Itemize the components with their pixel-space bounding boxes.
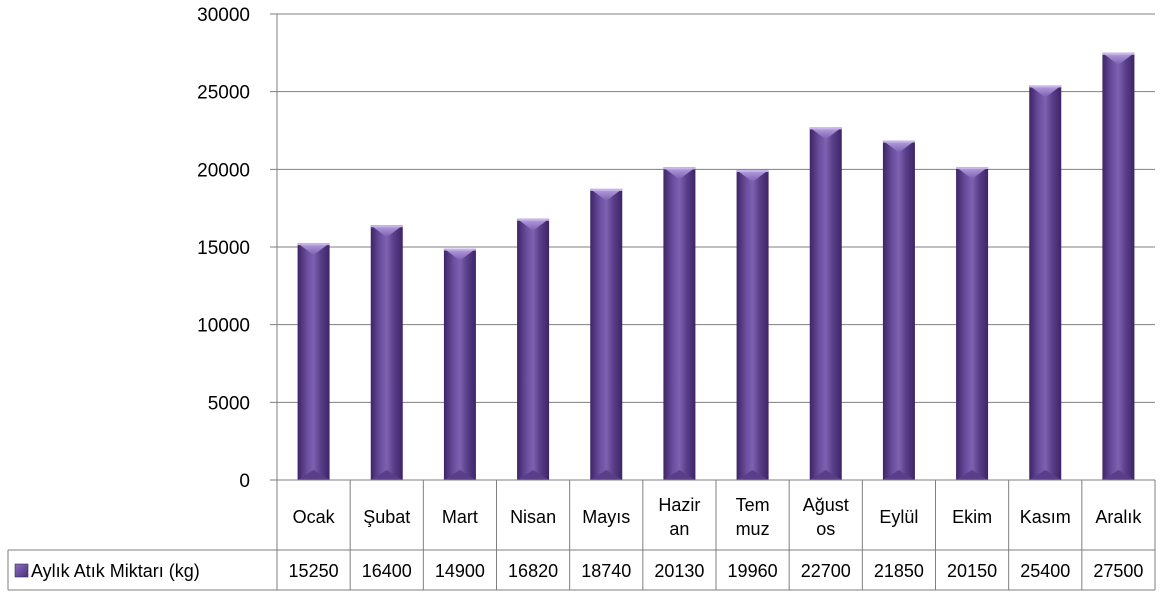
category-label: Eylül (879, 507, 918, 527)
gridlines (270, 13, 1155, 481)
bar-top-edge (590, 188, 623, 191)
bar-cap (297, 243, 330, 256)
bar-body (370, 225, 403, 480)
bars (297, 52, 1135, 481)
data-value-label: 16400 (362, 561, 412, 581)
data-value-label: 20130 (654, 561, 704, 581)
category-label: Hazir an (658, 495, 700, 539)
bar (370, 225, 403, 480)
y-tick-label: 25000 (197, 83, 250, 104)
bar-body (809, 127, 842, 480)
data-value-label: 19960 (728, 561, 778, 581)
bar (663, 167, 696, 480)
category-label: Ağust os (803, 495, 849, 539)
category-label: Mart (442, 507, 478, 527)
bar-body (663, 167, 696, 480)
category-label: Nisan (510, 507, 556, 527)
bar-base (517, 470, 550, 480)
bar-cap (517, 218, 550, 231)
bar-top-edge (882, 140, 915, 143)
bar-body (882, 140, 915, 480)
legend-swatch (14, 563, 29, 578)
data-value-label: 18740 (581, 561, 631, 581)
bar (1029, 85, 1062, 480)
bar-body (956, 167, 989, 480)
data-value-label: 22700 (801, 561, 851, 581)
y-tick-label: 5000 (208, 393, 250, 414)
bar (590, 188, 623, 480)
bar-body (590, 188, 623, 480)
bar (297, 243, 330, 480)
bar-cap (736, 169, 769, 182)
bar-top-edge (1029, 85, 1062, 88)
bar-base (736, 470, 769, 480)
bar-cap (882, 140, 915, 153)
y-tick-label: 30000 (197, 5, 250, 26)
bar-top-edge (297, 243, 330, 246)
category-label: Kasım (1020, 507, 1071, 527)
bar-cap (1102, 52, 1135, 65)
category-label: Mayıs (582, 507, 630, 527)
bar-cap (956, 167, 989, 180)
bar-cap (1029, 85, 1062, 98)
bar-cap (590, 188, 623, 201)
bar (882, 140, 915, 480)
bar-top-edge (663, 167, 696, 170)
bar-body (1029, 85, 1062, 480)
bar (443, 248, 476, 480)
category-label: Şubat (363, 507, 410, 527)
data-value-label: 20150 (947, 561, 997, 581)
data-value-label: 21850 (874, 561, 924, 581)
data-value-label: 16820 (508, 561, 558, 581)
data-value-label: 25400 (1020, 561, 1070, 581)
bar-body (443, 248, 476, 480)
bar-top-edge (1102, 52, 1135, 55)
bar-top-edge (370, 225, 403, 228)
bar-top-edge (517, 218, 550, 221)
bar-base (663, 470, 696, 480)
data-table: Ocak Şubat Mart Nisan Mayıs Hazir an Tem muz Ağus… (7, 479, 1156, 591)
y-axis-ticks: 0 5000 10000 15000 20000 25000 30000 (197, 5, 250, 492)
category-label: Tem muz (736, 495, 770, 539)
bar-top-edge (956, 167, 989, 170)
data-value-label: 14900 (435, 561, 485, 581)
bar-cap (809, 127, 842, 140)
bar-base (956, 470, 989, 480)
y-tick-label: 0 (239, 471, 250, 492)
bar-body (1102, 52, 1135, 480)
y-tick-label: 15000 (197, 238, 250, 259)
bar-base (370, 470, 403, 480)
data-value-label: 27500 (1093, 561, 1143, 581)
bar (809, 127, 842, 480)
bar (736, 169, 769, 481)
data-value-label: 15250 (289, 561, 339, 581)
bar-base (882, 470, 915, 480)
series-name: Aylık Atık Miktarı (kg) (31, 561, 200, 581)
bar-top-edge (443, 248, 476, 251)
bar-base (297, 470, 330, 480)
bar-cap (370, 225, 403, 238)
y-tick-label: 20000 (197, 160, 250, 181)
bar (517, 218, 550, 480)
bar-body (517, 218, 550, 480)
y-tick-label: 10000 (197, 316, 250, 337)
bar-base (443, 470, 476, 480)
bar-cap (663, 167, 696, 180)
bar (1102, 52, 1135, 480)
bar (956, 167, 989, 480)
bar-base (590, 470, 623, 480)
bar-top-edge (736, 169, 769, 172)
category-label: Ekim (952, 507, 992, 527)
bar-top-edge (809, 127, 842, 130)
legend-entry: Aylık Atık Miktarı (kg) (14, 561, 200, 581)
bar-base (1102, 470, 1135, 480)
bar-base (1029, 470, 1062, 480)
bar-base (809, 470, 842, 480)
category-label: Ocak (293, 507, 336, 527)
category-label: Aralık (1095, 507, 1142, 527)
bar-body (736, 169, 769, 481)
bar-cap (443, 248, 476, 261)
bar-body (297, 243, 330, 480)
